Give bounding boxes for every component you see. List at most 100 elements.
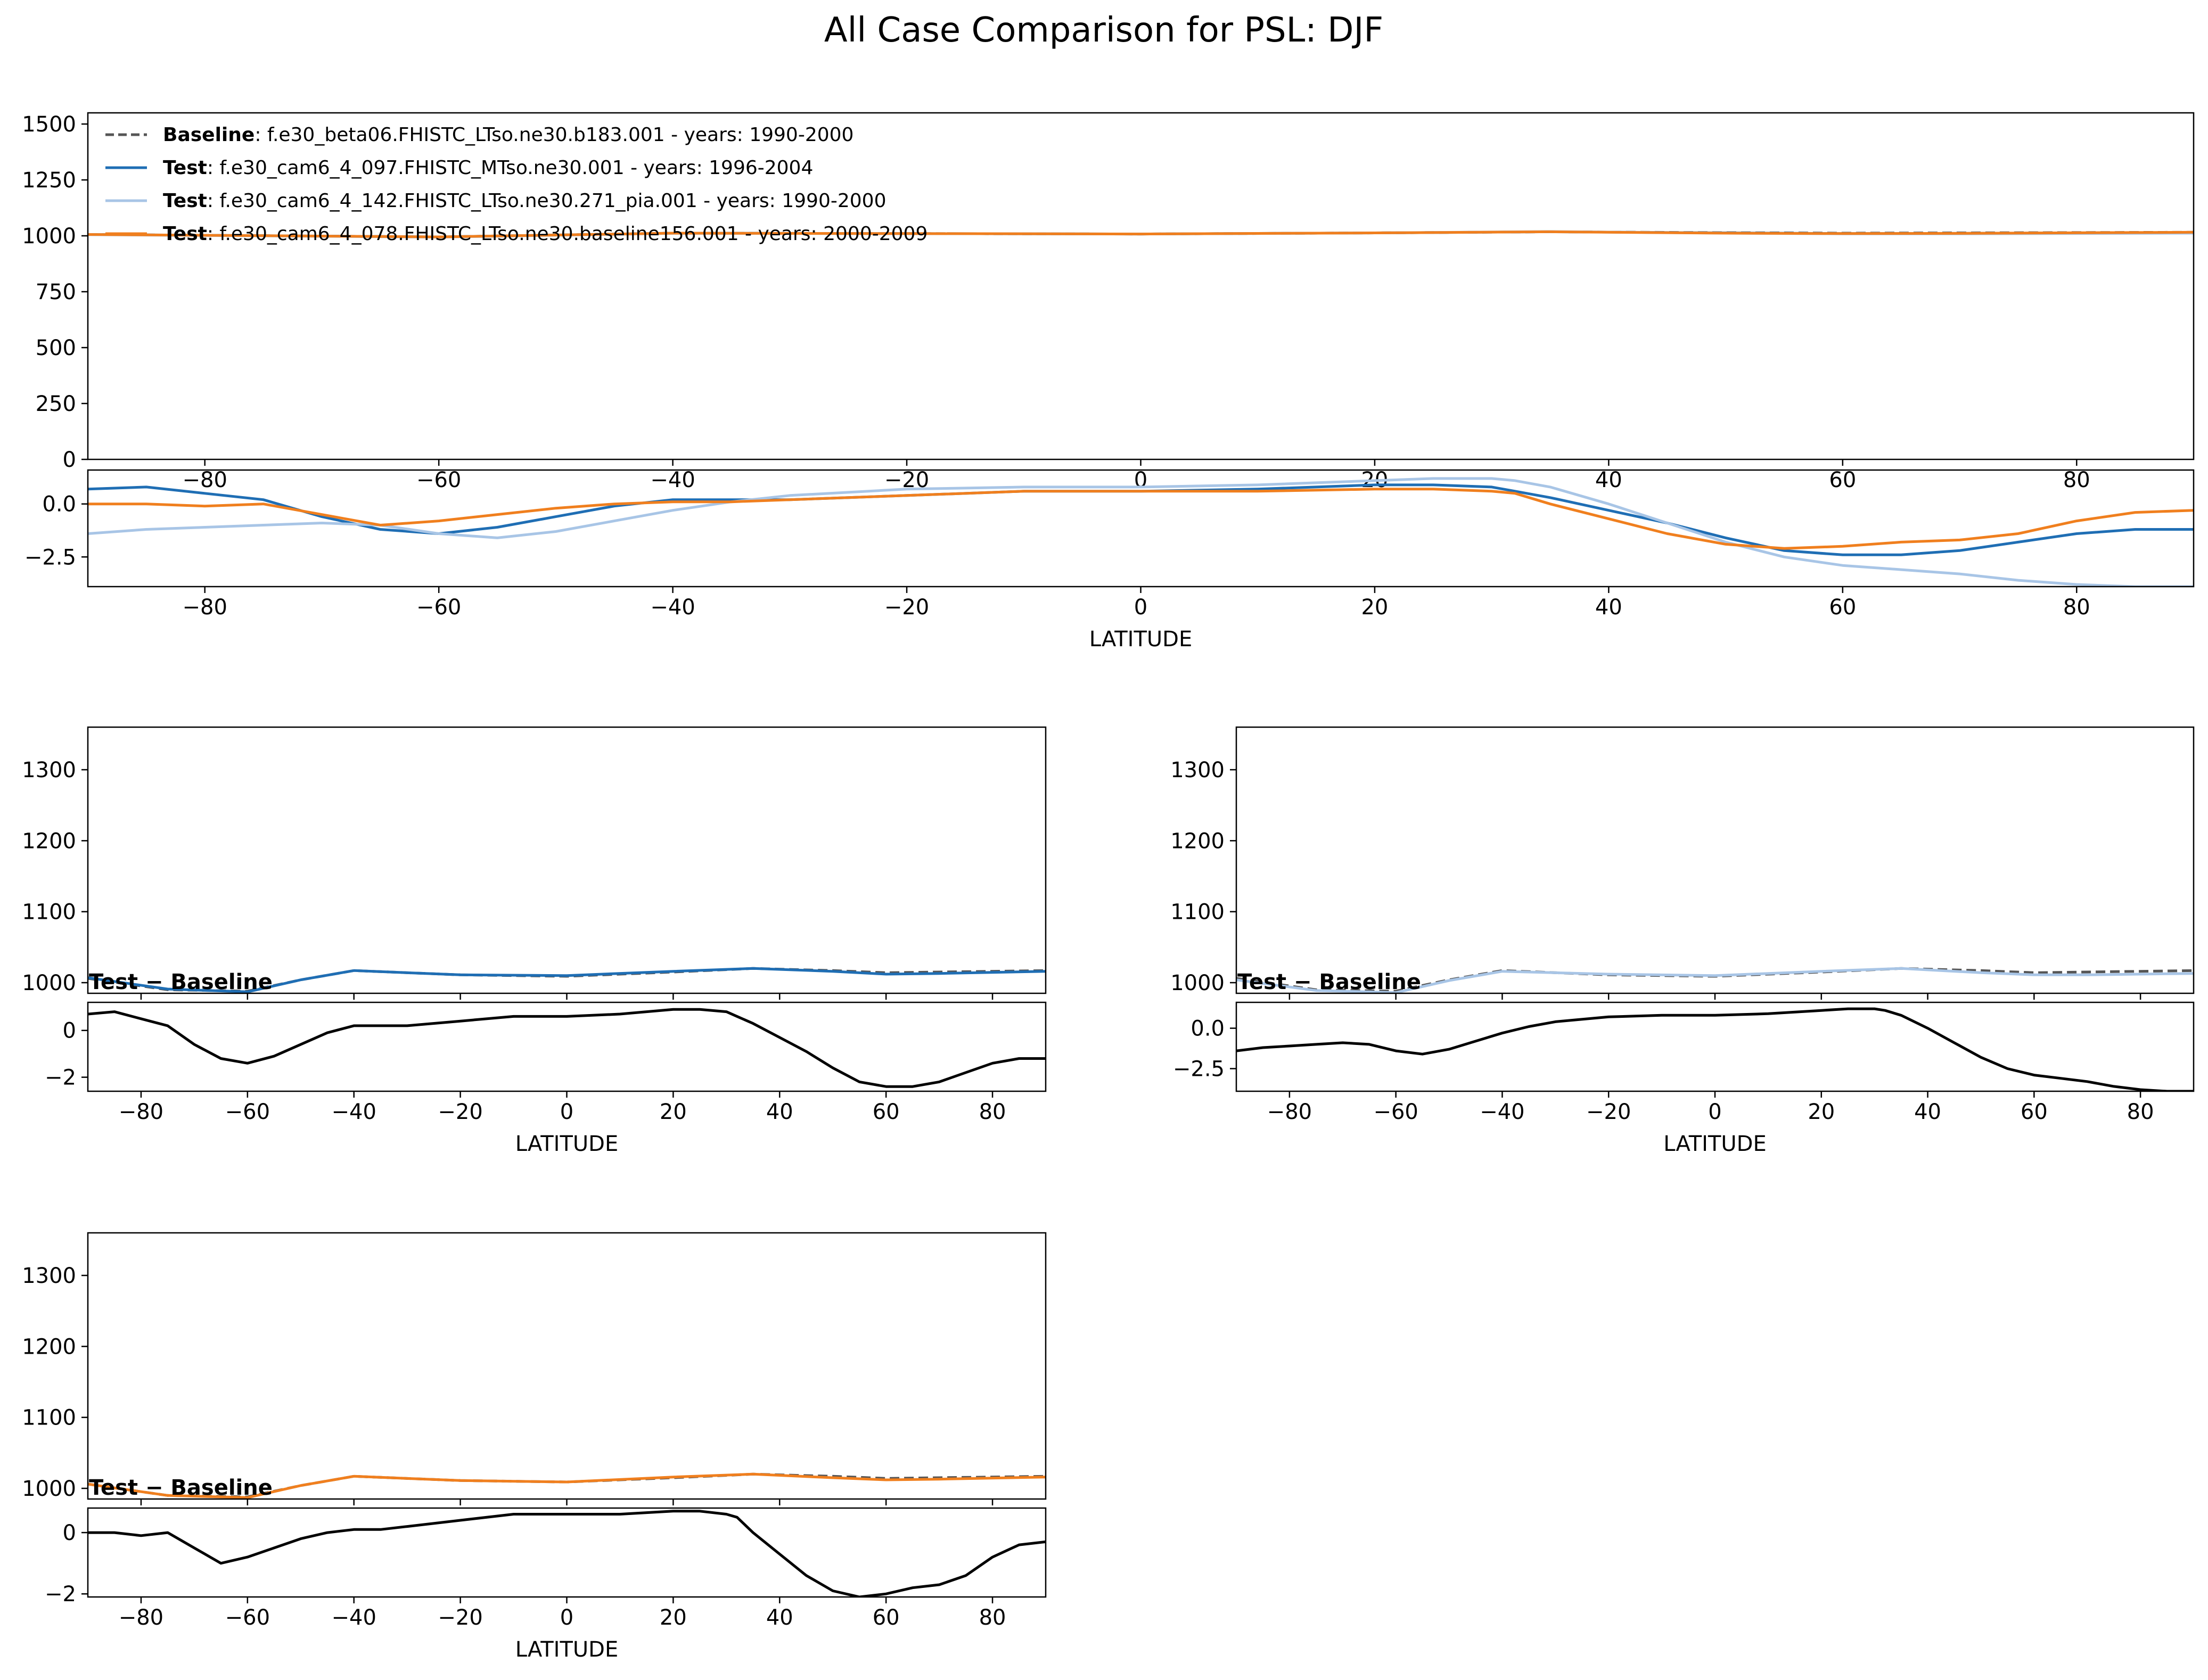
y-tick-label: −2.5 <box>24 545 76 570</box>
series-line-case1-diff-0 <box>88 1008 1046 1088</box>
x-tick-label: −80 <box>183 595 227 620</box>
series-line-case3-main-1 <box>88 1472 1046 1499</box>
y-tick-label: −2 <box>45 1582 76 1607</box>
x-axis-label: LATITUDE <box>515 1132 618 1156</box>
x-tick-label: −80 <box>119 1100 163 1124</box>
x-tick-label: 20 <box>1808 1100 1835 1124</box>
y-tick-label: 1200 <box>22 829 76 853</box>
y-tick-label: 750 <box>36 280 76 304</box>
x-tick-label: −80 <box>1267 1100 1312 1124</box>
x-tick-label: 40 <box>766 1100 793 1124</box>
y-tick-label: 1500 <box>22 112 76 137</box>
x-tick-label: 80 <box>979 1100 1006 1124</box>
x-tick-label: 80 <box>979 1605 1006 1630</box>
x-axis-label: LATITUDE <box>1663 1132 1766 1156</box>
x-tick-label: 0 <box>1134 595 1147 620</box>
x-tick-label: −60 <box>416 468 461 492</box>
y-tick-label: 0 <box>63 448 76 472</box>
axes-frame <box>87 726 1047 994</box>
x-tick-label: −60 <box>416 595 461 620</box>
x-tick-label: 0 <box>1708 1100 1721 1124</box>
panel-case3-main: 1000 1100 1200 1300 Test − Baseline <box>22 1232 1047 1505</box>
x-tick-label: 20 <box>660 1100 687 1124</box>
y-tick-label: 1100 <box>22 900 76 925</box>
panel-case1-main: 1000 1100 1200 1300 Test − Baseline <box>22 726 1047 1000</box>
x-tick-label: −20 <box>438 1100 482 1124</box>
figure-title: All Case Comparison for PSL: DJF <box>824 11 1383 50</box>
panel-annotation: Test − Baseline <box>89 970 273 994</box>
x-tick-label: 60 <box>873 1100 900 1124</box>
x-tick-label: −40 <box>1480 1100 1524 1124</box>
y-tick-label: 1300 <box>1170 758 1225 783</box>
panel-all-cases-diff: −80 −60 −40 −20 0 20 40 60 80 −2.5 0.0 LATITUDE <box>24 469 2195 652</box>
x-tick-label: 0 <box>1134 468 1147 492</box>
x-tick-label: 60 <box>2021 1100 2048 1124</box>
axes-frame <box>87 1507 1047 1598</box>
legend-label: Test: f.e30_cam6_4_142.FHISTC_LTso.ne30.… <box>163 190 886 212</box>
x-tick-label: −80 <box>119 1605 163 1630</box>
y-tick-label: 1000 <box>1170 971 1225 995</box>
series-line-case1-main-1 <box>88 967 1046 993</box>
legend-case-name: : f.e30_beta06.FHISTC_LTso.ne30.b183.001… <box>255 124 853 146</box>
y-tick-label: 0.0 <box>1191 1017 1225 1041</box>
y-tick-label: 1000 <box>22 971 76 995</box>
x-tick-label: 40 <box>766 1605 793 1630</box>
legend-label: Test: f.e30_cam6_4_078.FHISTC_LTso.ne30.… <box>163 223 927 245</box>
legend-tag: Test <box>163 223 207 245</box>
y-tick-label: 0 <box>63 1521 76 1545</box>
legend: Baseline: f.e30_beta06.FHISTC_LTso.ne30.… <box>105 124 927 245</box>
y-tick-label: 1200 <box>1170 829 1225 853</box>
x-tick-label: −20 <box>884 595 929 620</box>
series-line-case2-diff-0 <box>1236 1007 2194 1091</box>
y-tick-label: 0.0 <box>42 492 76 517</box>
panel-case2-main: 1000 1100 1200 1300 Test − Baseline <box>1170 726 2195 1000</box>
x-tick-label: −20 <box>1586 1100 1631 1124</box>
x-tick-label: −40 <box>650 468 695 492</box>
x-axis-label: LATITUDE <box>1089 627 1192 652</box>
y-tick-label: 1250 <box>22 168 76 193</box>
x-tick-label: −40 <box>332 1100 376 1124</box>
legend-entry: Test: f.e30_cam6_4_078.FHISTC_LTso.ne30.… <box>105 223 927 245</box>
axes-frame <box>1235 726 2195 994</box>
x-tick-label: 40 <box>1595 595 1622 620</box>
y-tick-label: 1300 <box>22 758 76 783</box>
x-tick-label: 40 <box>1595 468 1622 492</box>
axes-frame <box>87 1232 1047 1500</box>
series-line-all-cases-main-3 <box>88 230 2194 238</box>
x-tick-label: 80 <box>2127 1100 2154 1124</box>
x-tick-label: 80 <box>2063 595 2090 620</box>
series-line-all-cases-diff-1 <box>88 477 2194 587</box>
x-tick-label: −60 <box>225 1605 270 1630</box>
x-tick-label: 0 <box>560 1605 573 1630</box>
series-line-case2-main-1 <box>1236 967 2194 993</box>
legend-label: Test: f.e30_cam6_4_097.FHISTC_MTso.ne30.… <box>163 157 813 179</box>
y-tick-label: −2 <box>45 1066 76 1090</box>
legend-entry: Test: f.e30_cam6_4_142.FHISTC_LTso.ne30.… <box>105 190 886 212</box>
legend-entry: Test: f.e30_cam6_4_097.FHISTC_MTso.ne30.… <box>105 157 813 179</box>
legend-case-name: : f.e30_cam6_4_097.FHISTC_MTso.ne30.001 … <box>207 157 814 179</box>
x-tick-label: 60 <box>1829 468 1856 492</box>
legend-case-name: : f.e30_cam6_4_078.FHISTC_LTso.ne30.base… <box>207 223 928 245</box>
series-line-case3-diff-0 <box>88 1510 1046 1597</box>
x-tick-label: −80 <box>183 468 227 492</box>
y-tick-label: 1000 <box>22 224 76 249</box>
legend-case-name: : f.e30_cam6_4_142.FHISTC_LTso.ne30.271_… <box>207 190 887 212</box>
y-tick-label: 1100 <box>22 1406 76 1430</box>
y-tick-label: 0 <box>63 1019 76 1043</box>
y-tick-label: 500 <box>36 336 76 360</box>
x-tick-label: 0 <box>560 1100 573 1124</box>
y-tick-label: 250 <box>36 392 76 416</box>
legend-tag: Test <box>163 157 207 179</box>
legend-label: Baseline: f.e30_beta06.FHISTC_LTso.ne30.… <box>163 124 853 146</box>
x-tick-label: 20 <box>660 1605 687 1630</box>
x-tick-label: −60 <box>225 1100 270 1124</box>
series-line-all-cases-diff-2 <box>88 488 2194 550</box>
x-tick-label: −40 <box>332 1605 376 1630</box>
panel-case2-diff: −80 −60 −40 −20 0 20 40 60 80 −2.5 0.0 LATITUDE <box>1173 1001 2195 1156</box>
x-tick-label: 60 <box>873 1605 900 1630</box>
legend-tag: Test <box>163 190 207 212</box>
y-tick-label: 1200 <box>22 1335 76 1359</box>
x-tick-label: 40 <box>1914 1100 1941 1124</box>
